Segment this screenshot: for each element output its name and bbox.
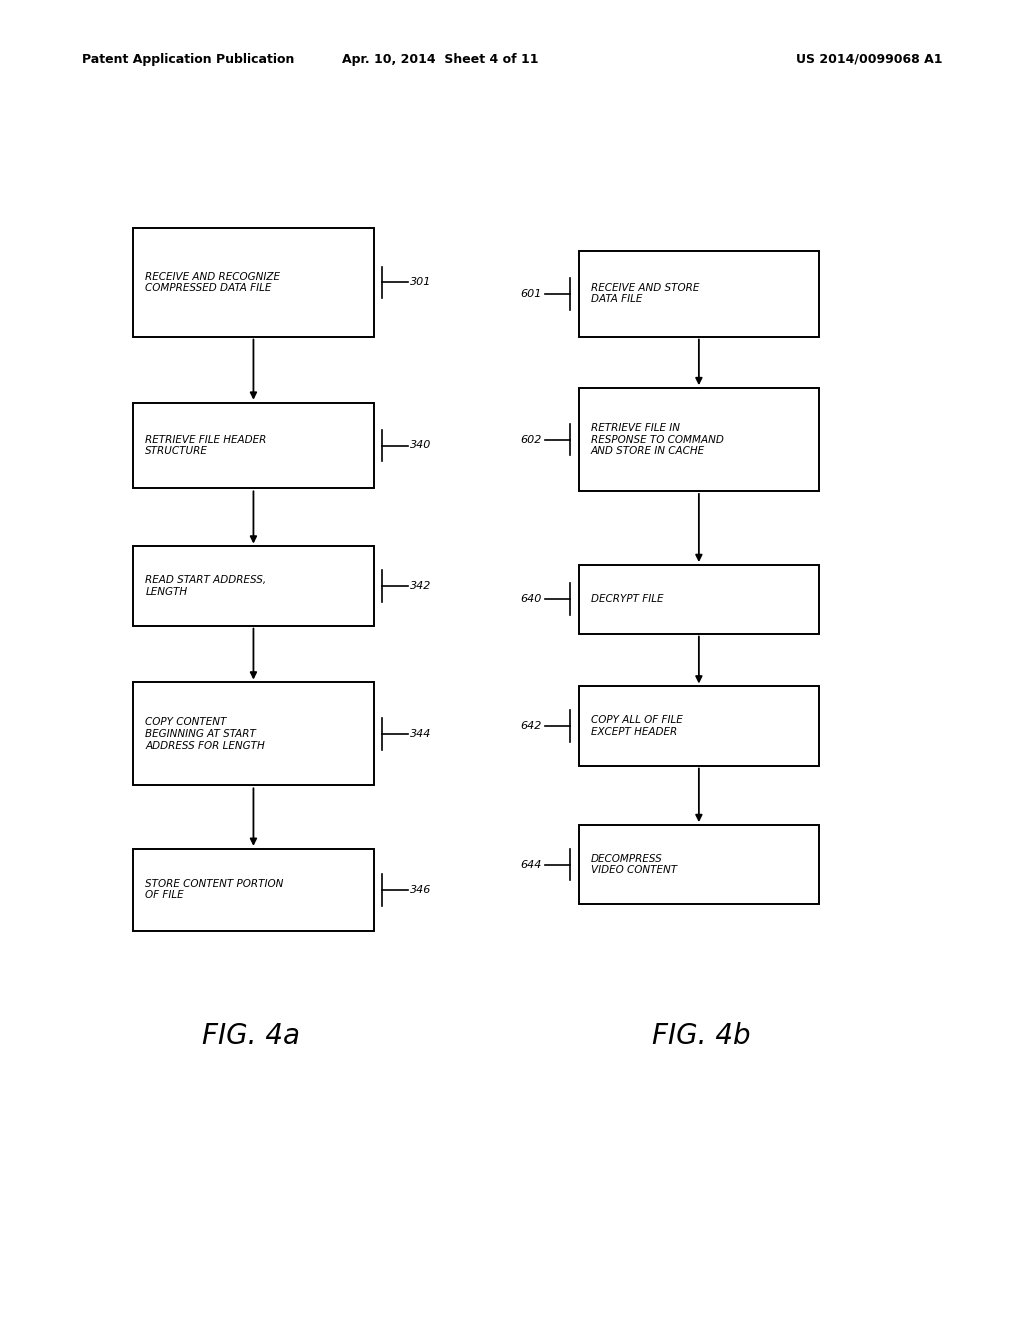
Text: FIG. 4b: FIG. 4b bbox=[652, 1022, 751, 1051]
Text: 344: 344 bbox=[410, 729, 431, 739]
Text: DECRYPT FILE: DECRYPT FILE bbox=[591, 594, 664, 605]
Text: STORE CONTENT PORTION
OF FILE: STORE CONTENT PORTION OF FILE bbox=[145, 879, 284, 900]
Text: READ START ADDRESS,
LENGTH: READ START ADDRESS, LENGTH bbox=[145, 576, 266, 597]
Text: Patent Application Publication: Patent Application Publication bbox=[82, 53, 294, 66]
Text: 642: 642 bbox=[520, 721, 542, 731]
Text: US 2014/0099068 A1: US 2014/0099068 A1 bbox=[796, 53, 942, 66]
FancyBboxPatch shape bbox=[579, 825, 819, 904]
Text: 602: 602 bbox=[520, 434, 542, 445]
Text: 340: 340 bbox=[410, 441, 431, 450]
FancyBboxPatch shape bbox=[579, 686, 819, 766]
FancyBboxPatch shape bbox=[133, 682, 374, 785]
Text: 644: 644 bbox=[520, 859, 542, 870]
FancyBboxPatch shape bbox=[579, 251, 819, 337]
Text: RETRIEVE FILE IN
RESPONSE TO COMMAND
AND STORE IN CACHE: RETRIEVE FILE IN RESPONSE TO COMMAND AND… bbox=[591, 422, 724, 457]
Text: 601: 601 bbox=[520, 289, 542, 298]
Text: DECOMPRESS
VIDEO CONTENT: DECOMPRESS VIDEO CONTENT bbox=[591, 854, 677, 875]
Text: COPY CONTENT
BEGINNING AT START
ADDRESS FOR LENGTH: COPY CONTENT BEGINNING AT START ADDRESS … bbox=[145, 717, 265, 751]
Text: 346: 346 bbox=[410, 884, 431, 895]
Text: 301: 301 bbox=[410, 277, 431, 288]
Text: RECEIVE AND RECOGNIZE
COMPRESSED DATA FILE: RECEIVE AND RECOGNIZE COMPRESSED DATA FI… bbox=[145, 272, 281, 293]
FancyBboxPatch shape bbox=[579, 565, 819, 634]
Text: RECEIVE AND STORE
DATA FILE: RECEIVE AND STORE DATA FILE bbox=[591, 282, 699, 305]
Text: FIG. 4a: FIG. 4a bbox=[202, 1022, 300, 1051]
Text: 640: 640 bbox=[520, 594, 542, 605]
Text: COPY ALL OF FILE
EXCEPT HEADER: COPY ALL OF FILE EXCEPT HEADER bbox=[591, 715, 683, 737]
Text: Apr. 10, 2014  Sheet 4 of 11: Apr. 10, 2014 Sheet 4 of 11 bbox=[342, 53, 539, 66]
FancyBboxPatch shape bbox=[133, 228, 374, 337]
FancyBboxPatch shape bbox=[133, 849, 374, 931]
Text: RETRIEVE FILE HEADER
STRUCTURE: RETRIEVE FILE HEADER STRUCTURE bbox=[145, 434, 267, 457]
FancyBboxPatch shape bbox=[579, 388, 819, 491]
Text: 342: 342 bbox=[410, 581, 431, 591]
FancyBboxPatch shape bbox=[133, 403, 374, 488]
FancyBboxPatch shape bbox=[133, 546, 374, 626]
